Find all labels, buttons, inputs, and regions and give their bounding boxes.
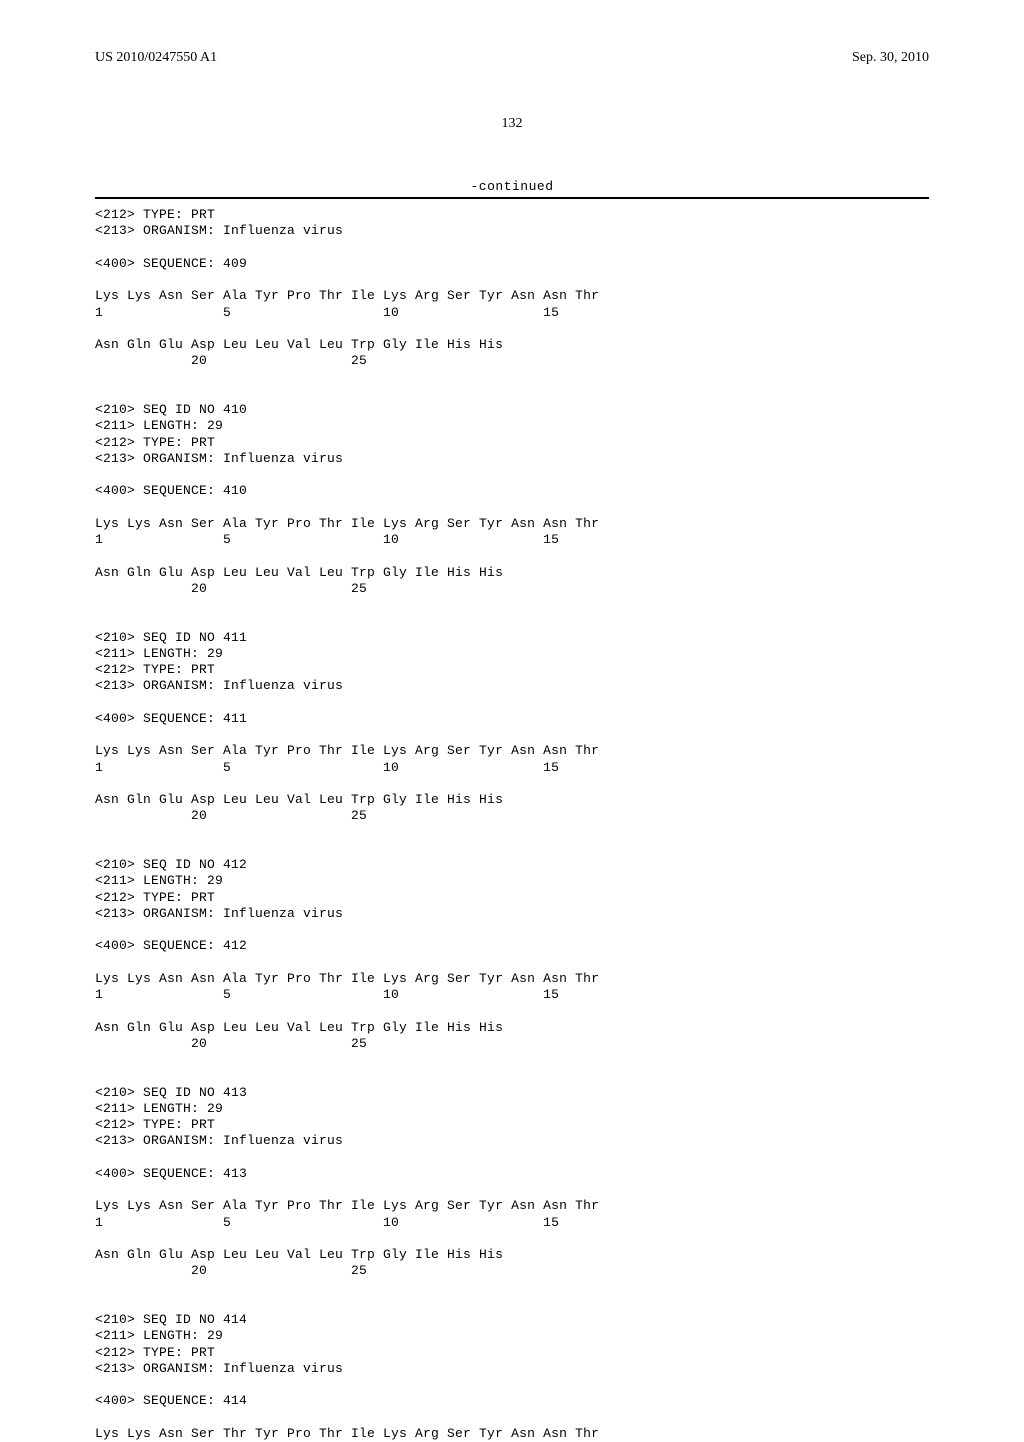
continued-label: -continued: [470, 179, 553, 194]
doc-header: US 2010/0247550 A1 Sep. 30, 2010: [95, 50, 929, 66]
page-number: 132: [95, 116, 929, 132]
sequence-listing: <212> TYPE: PRT <213> ORGANISM: Influenz…: [95, 207, 929, 1442]
divider: [95, 197, 929, 199]
pub-number: US 2010/0247550 A1: [95, 50, 217, 66]
pub-date: Sep. 30, 2010: [852, 50, 929, 66]
